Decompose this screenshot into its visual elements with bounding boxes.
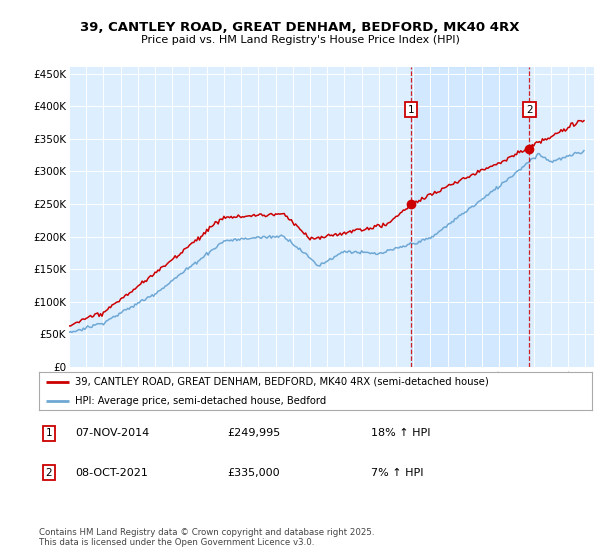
Text: HPI: Average price, semi-detached house, Bedford: HPI: Average price, semi-detached house,… <box>75 396 326 406</box>
Text: 07-NOV-2014: 07-NOV-2014 <box>75 428 149 438</box>
Text: 08-OCT-2021: 08-OCT-2021 <box>75 468 148 478</box>
Text: £335,000: £335,000 <box>227 468 280 478</box>
Text: Contains HM Land Registry data © Crown copyright and database right 2025.
This d: Contains HM Land Registry data © Crown c… <box>39 528 374 547</box>
Text: 2: 2 <box>526 105 533 115</box>
Text: 18% ↑ HPI: 18% ↑ HPI <box>371 428 430 438</box>
Text: Price paid vs. HM Land Registry's House Price Index (HPI): Price paid vs. HM Land Registry's House … <box>140 35 460 45</box>
Text: 1: 1 <box>407 105 414 115</box>
Text: 1: 1 <box>46 428 52 438</box>
Text: 39, CANTLEY ROAD, GREAT DENHAM, BEDFORD, MK40 4RX (semi-detached house): 39, CANTLEY ROAD, GREAT DENHAM, BEDFORD,… <box>75 377 489 387</box>
Text: 2: 2 <box>46 468 52 478</box>
Text: £249,995: £249,995 <box>227 428 280 438</box>
Text: 39, CANTLEY ROAD, GREAT DENHAM, BEDFORD, MK40 4RX: 39, CANTLEY ROAD, GREAT DENHAM, BEDFORD,… <box>80 21 520 34</box>
Text: 7% ↑ HPI: 7% ↑ HPI <box>371 468 424 478</box>
Bar <box>411 67 529 367</box>
